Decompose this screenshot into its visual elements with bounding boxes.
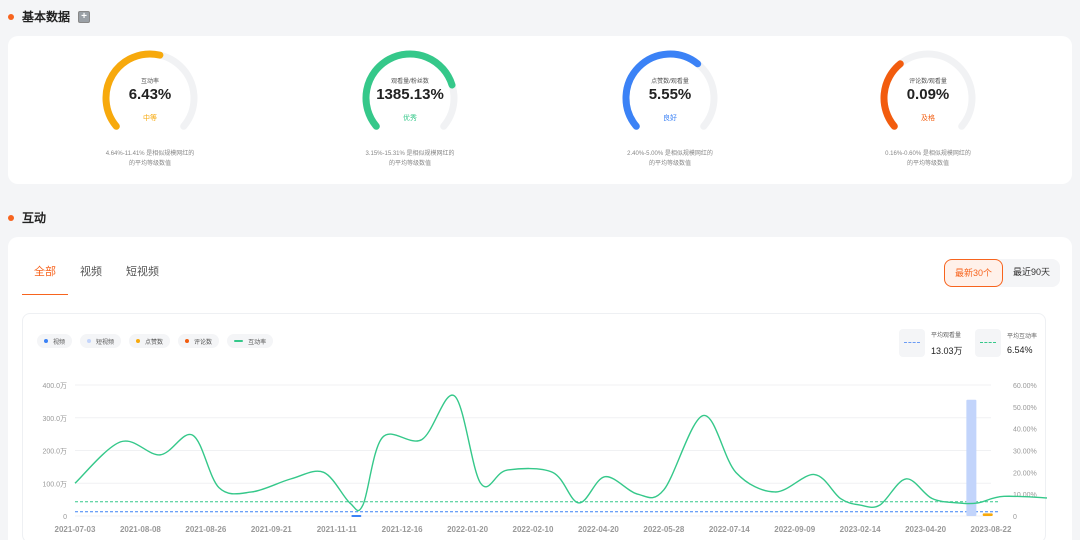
basic-data-title-text: 基本数据 (22, 10, 71, 24)
gauge-desc: 3.15%-15.31% 是相似规模网红的 的平均等级数值 (365, 151, 455, 167)
gauge-desc: 4.64%-11.41% 是相似规模网红的 的平均等级数值 (105, 151, 195, 167)
tab-short-video[interactable]: 短视频 (126, 266, 159, 278)
bar-短视频 (966, 399, 977, 516)
right-axis-tick: 30.00% (1013, 449, 1037, 456)
x-axis-tick: 2021-11-11 (317, 525, 358, 534)
gauge-fill (362, 50, 456, 130)
basic-data-title: 基本数据 + (8, 8, 91, 25)
gauge-label: 观看量/粉丝数 (391, 79, 429, 85)
avg-rate-stat: 平均互动率 6.54% (975, 328, 1037, 358)
x-axis-tick: 2022-04-20 (578, 525, 619, 534)
x-axis-tick: 2021-08-26 (185, 525, 226, 534)
section-dot (8, 214, 14, 221)
right-axis-tick: 50.00% (1013, 405, 1037, 412)
gauge-desc: 0.16%-0.60% 是相似规模网红的 的平均等级数值 (885, 151, 971, 167)
gauge-ring (880, 50, 976, 130)
interaction-title-text: 互动 (22, 211, 47, 225)
gauge-value: 6.43% (128, 86, 172, 103)
left-axis-tick: 200.0万 (42, 448, 67, 456)
x-axis-tick: 2021-08-08 (120, 525, 161, 534)
recent-90-days-button[interactable]: 最近90天 (1012, 267, 1050, 277)
gauge-engagement: 互动率 6.43% 中等 4.64%-11.41% 是相似规模网红的 的平均等级数… (30, 48, 270, 173)
basic-data-card: 互动率 6.43% 中等 4.64%-11.41% 是相似规模网红的 的平均等级数… (8, 36, 1072, 184)
gauge-value: 1385.13% (376, 86, 444, 103)
gauge-value: 5.55% (648, 86, 692, 103)
bar-点赞数 (982, 513, 993, 516)
chart-plot: 0 100.0万 200.0万 300.0万 400.0万 0 10.00% 20.00% 30… (42, 382, 1047, 534)
legend-video[interactable]: 视频 (37, 334, 73, 348)
legend-likes[interactable]: 点赞数 (129, 334, 171, 348)
gauge-label: 点赞数/观看量 (651, 79, 689, 85)
right-axis-tick: 0 (1013, 514, 1017, 521)
content-tabs: 全部 视频 短视频 (22, 265, 171, 295)
engagement-rate-line (74, 394, 1047, 512)
interaction-title: 互动 (8, 209, 46, 226)
right-axis-tick: 60.00% (1013, 383, 1037, 390)
right-axis-tick: 40.00% (1013, 427, 1037, 434)
copy-icon[interactable]: + (78, 10, 91, 23)
gauge-grade: 中等 (143, 115, 157, 122)
gauge-label: 互动率 (140, 79, 159, 85)
gauge-fill (102, 50, 164, 130)
x-axis-tick: 2022-02-10 (513, 525, 554, 534)
left-axis-tick: 300.0万 (42, 415, 67, 423)
gauge-grade: 及格 (921, 115, 935, 122)
recent-30-button[interactable]: 最新30个 (943, 259, 1003, 287)
x-axis-tick: 2023-02-14 (840, 525, 881, 534)
gauge-fill (622, 50, 702, 130)
left-axis-tick: 0 (63, 514, 67, 521)
gauge-label: 评论数/观看量 (909, 79, 947, 85)
avg-views-value: 13.03万 (931, 345, 963, 356)
x-axis-tick: 2023-04-20 (905, 525, 946, 534)
range-toggle: 最新30个 最近90天 (943, 259, 1060, 287)
gauge-ring (102, 50, 198, 130)
gauge-ring (362, 50, 458, 130)
gauge-likes-views: 点赞数/观看量 5.55% 良好 2.40%-5.00% 是相似规模网红的 的平均… (550, 48, 790, 173)
x-axis-tick: 2022-09-09 (774, 525, 815, 534)
section-dot (8, 13, 14, 20)
legend-comments[interactable]: 评论数 (178, 334, 220, 348)
gauge-grade: 优秀 (403, 115, 417, 122)
gauge-ring (622, 50, 718, 130)
gauge-desc: 2.40%-5.00% 是相似规模网红的 的平均等级数值 (627, 151, 713, 167)
tab-all[interactable]: 全部 (22, 265, 68, 295)
interaction-chart: 视频 短视频 点赞数 评论数 互动率 平均观看量 13.03万 平均互动率 6.54… (22, 313, 1047, 540)
gauge-comments-views: 评论数/观看量 0.09% 及格 0.16%-0.60% 是相似规模网红的 的平均… (808, 48, 1048, 173)
avg-views-stat: 平均观看量 13.03万 (899, 328, 963, 358)
x-axis-tick: 2022-01-20 (447, 525, 488, 534)
x-axis-tick: 2023-08-22 (971, 525, 1012, 534)
left-axis-tick: 400.0万 (42, 382, 67, 390)
legend-short-video[interactable]: 短视频 (80, 334, 122, 348)
x-axis-tick: 2022-07-14 (709, 525, 750, 534)
gauge-value: 0.09% (906, 86, 950, 103)
avg-rate-value: 6.54% (1007, 345, 1033, 355)
gauge-fill (880, 60, 904, 130)
x-axis-tick: 2021-07-03 (55, 525, 96, 534)
gauge-grade: 良好 (663, 115, 677, 122)
avg-views-label: 平均观看量 (931, 332, 962, 339)
interaction-card: 全部 视频 短视频 最新30个 最近90天 视频 短视频 点赞数 评论数 互动率… (8, 237, 1072, 540)
left-axis-tick: 100.0万 (42, 480, 67, 488)
chart-legend: 视频 短视频 点赞数 评论数 互动率 (37, 334, 281, 348)
x-axis-tick: 2021-09-21 (251, 525, 292, 534)
bar-视频 (351, 515, 362, 518)
x-axis-tick: 2022-05-28 (643, 525, 684, 534)
avg-rate-label: 平均互动率 (1007, 334, 1038, 340)
gauge-views-followers: 观看量/粉丝数 1385.13% 优秀 3.15%-15.31% 是相似规模网红… (290, 48, 530, 173)
x-axis-tick: 2021-12-16 (382, 525, 423, 534)
right-axis-tick: 20.00% (1013, 470, 1037, 477)
tab-video[interactable]: 视频 (80, 266, 102, 278)
legend-engagement-rate[interactable]: 互动率 (227, 334, 274, 348)
right-axis-tick: 10.00% (1013, 492, 1037, 499)
